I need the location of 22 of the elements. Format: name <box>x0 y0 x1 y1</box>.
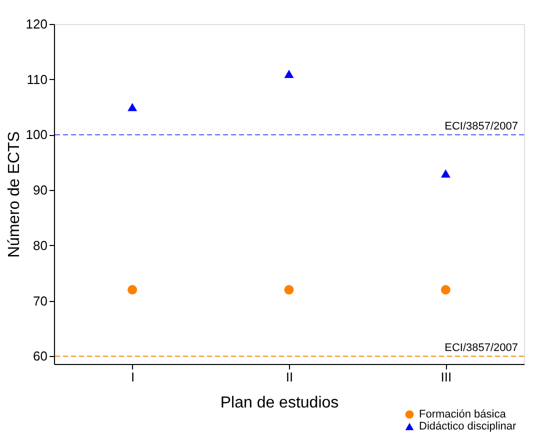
y-tick-label: 90 <box>33 182 48 198</box>
point <box>128 102 138 112</box>
point <box>440 285 450 295</box>
ref-line-label: ECI/3857/2007 <box>444 120 518 133</box>
y-tick-label: 110 <box>26 72 48 87</box>
ref-line-label: ECI/3857/2007 <box>444 342 518 354</box>
y-tick-label: 120 <box>26 16 48 32</box>
y-tick-label: 100 <box>26 127 48 142</box>
x-tick-label: II <box>286 370 294 384</box>
y-tick-label: 70 <box>33 293 48 308</box>
x-tick-label: I <box>131 370 135 384</box>
legend-label: Didáctico disciplinar <box>419 420 517 432</box>
legend-label: Formación básica <box>419 408 507 420</box>
x-axis-title: Plan de estudios <box>220 394 339 412</box>
point <box>284 285 294 295</box>
y-tick-label: 80 <box>33 238 48 253</box>
y-tick-label: 60 <box>33 348 48 364</box>
x-tick-label: III <box>440 370 452 384</box>
point <box>284 70 294 78</box>
point <box>440 169 450 178</box>
point <box>128 285 138 295</box>
y-axis-title: Número de ECTS <box>6 131 23 258</box>
